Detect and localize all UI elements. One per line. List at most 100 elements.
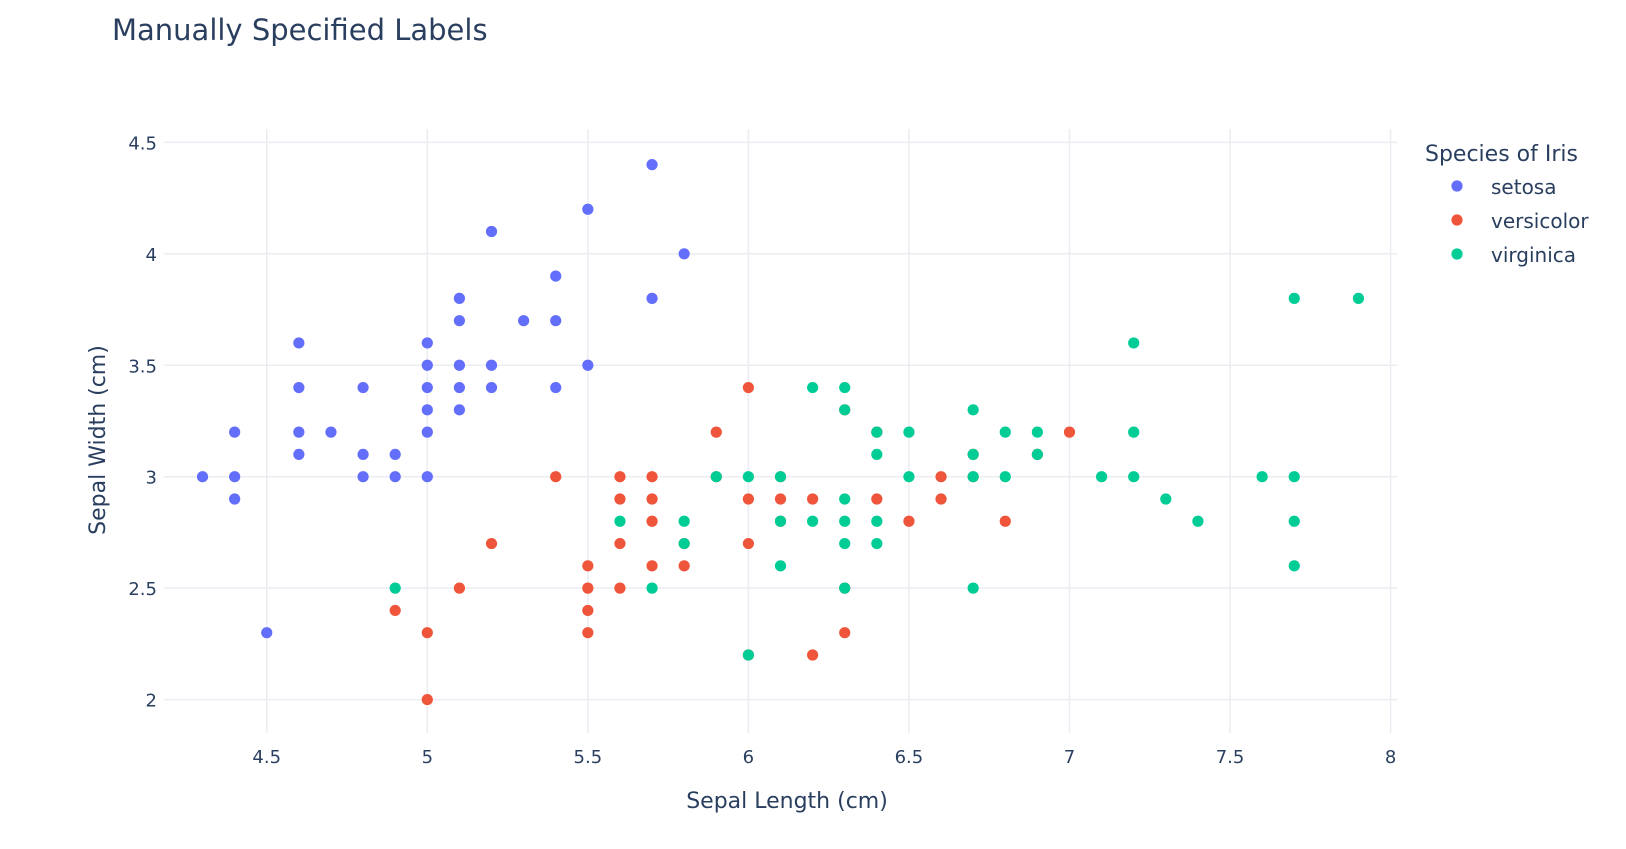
legend-marker (1451, 180, 1463, 192)
data-point-versicolor (807, 493, 819, 505)
y-axis-title: Sepal Width (cm) (86, 345, 111, 535)
data-point-virginica (967, 582, 979, 594)
legend-item-virginica: virginica (1451, 243, 1576, 267)
data-point-setosa (550, 315, 562, 327)
data-points (196, 159, 1365, 706)
series-setosa (196, 159, 690, 639)
data-point-virginica (839, 582, 851, 594)
data-point-setosa (357, 471, 369, 483)
data-point-virginica (999, 426, 1011, 438)
data-point-setosa (293, 381, 305, 394)
data-point-virginica (1095, 471, 1108, 483)
legend-marker (1451, 248, 1463, 260)
data-point-versicolor (550, 471, 562, 483)
data-point-setosa (421, 426, 433, 438)
data-point-versicolor (614, 493, 626, 505)
data-point-virginica (871, 448, 883, 460)
data-point-virginica (839, 381, 851, 394)
grid-lines (164, 129, 1397, 733)
data-point-virginica (389, 582, 401, 594)
legend-label: setosa (1491, 175, 1556, 199)
data-point-virginica (839, 493, 851, 505)
data-point-virginica (807, 381, 819, 394)
data-point-versicolor (614, 537, 626, 550)
data-point-versicolor (935, 493, 947, 505)
data-point-virginica (614, 515, 626, 527)
data-point-virginica (903, 426, 915, 438)
y-tick-label: 2 (146, 691, 157, 712)
data-point-versicolor (1063, 426, 1076, 438)
data-point-setosa (293, 426, 305, 438)
chart-title: Manually Specified Labels (112, 13, 488, 47)
data-point-virginica (807, 515, 819, 527)
x-axis-title: Sepal Length (cm) (686, 789, 888, 814)
y-tick-label: 4 (146, 245, 157, 266)
data-point-versicolor (999, 515, 1011, 527)
data-point-virginica (646, 582, 658, 594)
data-point-versicolor (646, 515, 658, 527)
x-tick-label: 7 (1064, 747, 1075, 768)
data-point-setosa (357, 448, 369, 460)
data-point-setosa (261, 627, 273, 639)
data-point-versicolor (389, 604, 401, 617)
data-point-setosa (421, 471, 433, 483)
data-point-setosa (325, 426, 337, 438)
data-point-setosa (229, 493, 241, 505)
data-point-setosa (389, 471, 401, 483)
legend-title: Species of Iris (1425, 142, 1578, 167)
data-point-setosa (550, 381, 562, 394)
data-point-virginica (1031, 448, 1043, 460)
data-point-setosa (196, 471, 209, 483)
data-point-virginica (1192, 515, 1204, 527)
data-point-virginica (871, 537, 883, 550)
data-point-setosa (453, 381, 466, 394)
data-point-versicolor (582, 560, 594, 572)
data-point-virginica (967, 448, 979, 460)
data-point-versicolor (646, 471, 658, 483)
data-point-virginica (871, 515, 883, 527)
data-point-setosa (582, 359, 594, 371)
data-point-setosa (485, 381, 498, 394)
data-point-versicolor (839, 627, 851, 639)
x-tick-label: 5.5 (574, 747, 603, 768)
data-point-versicolor (935, 471, 947, 483)
data-point-versicolor (710, 426, 722, 438)
x-tick-label: 8 (1385, 747, 1396, 768)
legend-marker (1451, 214, 1463, 226)
data-point-virginica (1352, 292, 1365, 304)
data-point-virginica (710, 471, 722, 483)
data-point-versicolor (582, 604, 594, 617)
data-point-versicolor (485, 537, 498, 550)
data-point-virginica (1128, 337, 1140, 349)
data-point-setosa (485, 225, 498, 238)
y-tick-label: 4.5 (128, 133, 157, 154)
data-point-virginica (774, 515, 787, 527)
data-point-setosa (453, 292, 466, 304)
data-point-versicolor (742, 493, 754, 505)
data-point-virginica (871, 426, 883, 438)
data-point-versicolor (903, 515, 915, 527)
data-point-virginica (839, 537, 851, 550)
data-point-versicolor (742, 381, 754, 394)
data-point-setosa (646, 292, 658, 304)
data-point-virginica (967, 471, 979, 483)
x-tick-label: 5 (422, 747, 433, 768)
data-point-setosa (389, 448, 401, 460)
data-point-virginica (1288, 560, 1300, 572)
series-virginica (389, 292, 1365, 661)
data-point-setosa (293, 448, 305, 460)
data-point-virginica (967, 404, 979, 416)
data-point-setosa (518, 315, 530, 327)
series-versicolor (389, 381, 1076, 706)
data-point-setosa (646, 159, 658, 171)
data-point-virginica (1288, 292, 1300, 304)
data-point-setosa (453, 404, 466, 416)
data-point-setosa (485, 359, 498, 371)
data-point-virginica (678, 537, 690, 550)
data-point-virginica (678, 515, 690, 527)
data-point-setosa (229, 426, 241, 438)
data-point-virginica (839, 515, 851, 527)
data-point-versicolor (646, 493, 658, 505)
